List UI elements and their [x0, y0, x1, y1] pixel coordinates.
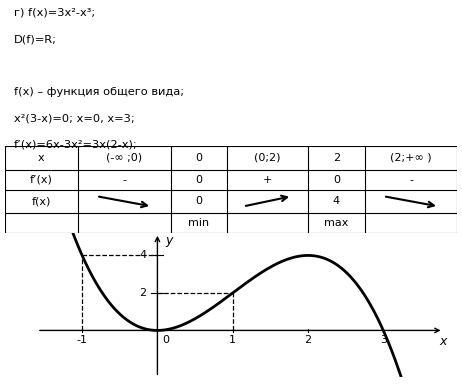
Text: max: max	[324, 218, 349, 228]
Text: 0: 0	[195, 153, 202, 163]
Text: f’(x)=6x-3x²=3x(2-x);: f’(x)=6x-3x²=3x(2-x);	[14, 139, 137, 149]
Text: 2: 2	[304, 335, 311, 345]
Text: -1: -1	[77, 335, 88, 345]
Text: 0: 0	[195, 175, 202, 185]
Text: min: min	[188, 218, 209, 228]
Text: 2: 2	[139, 288, 146, 298]
Text: -: -	[122, 175, 126, 185]
Text: 2: 2	[333, 153, 340, 163]
Text: -: -	[409, 175, 413, 185]
Text: y: y	[165, 234, 172, 247]
Text: 4: 4	[139, 250, 146, 260]
Text: 1: 1	[229, 335, 236, 345]
Text: (0;2): (0;2)	[254, 153, 281, 163]
Text: f’(x): f’(x)	[30, 175, 53, 185]
Text: 0: 0	[163, 335, 170, 345]
Text: 4: 4	[333, 196, 340, 206]
Text: 0: 0	[333, 175, 340, 185]
Text: 3: 3	[380, 335, 387, 345]
Text: x: x	[38, 153, 44, 163]
Text: f(x) – функция общего вида;: f(x) – функция общего вида;	[14, 87, 184, 97]
Text: (-∞ ;0): (-∞ ;0)	[106, 153, 142, 163]
Text: 0: 0	[195, 196, 202, 206]
Text: г) f(x)=3x²-x³;: г) f(x)=3x²-x³;	[14, 8, 95, 18]
Text: D(f)=R;: D(f)=R;	[14, 34, 57, 44]
Text: x²(3-x)=0; x=0, x=3;: x²(3-x)=0; x=0, x=3;	[14, 113, 134, 123]
Text: x: x	[440, 335, 447, 348]
Text: (2;+∞ ): (2;+∞ )	[390, 153, 432, 163]
Text: f(x): f(x)	[31, 196, 51, 206]
Text: +: +	[263, 175, 272, 185]
